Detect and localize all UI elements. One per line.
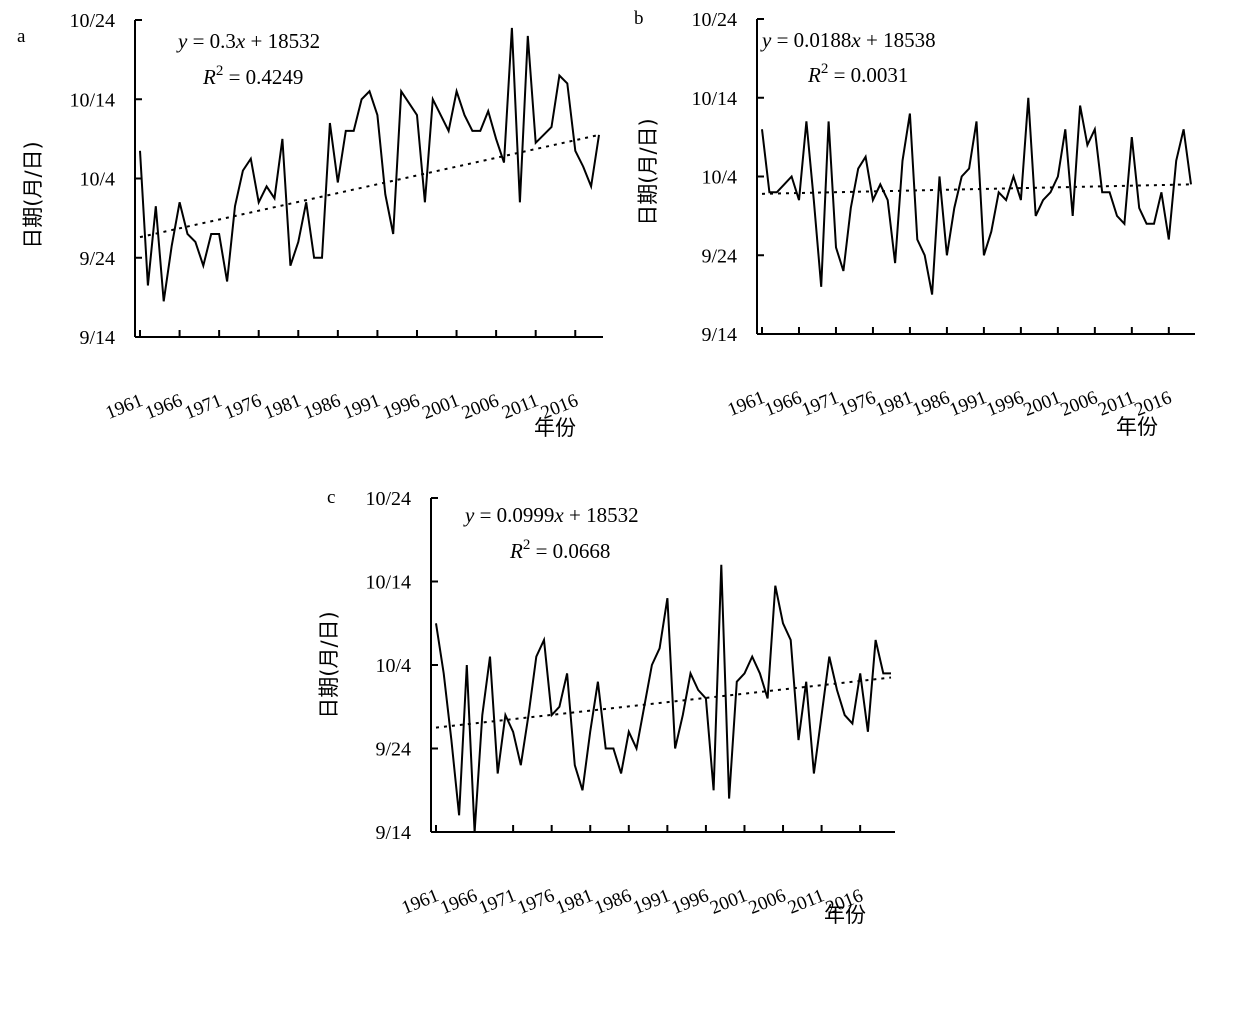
y-tick-label: 9/24	[79, 248, 115, 270]
r-symbol: R	[807, 63, 821, 87]
x-tick-label: 1981	[553, 885, 596, 919]
x-tick-label: 1986	[592, 885, 635, 919]
x-axis-title: 年份	[824, 903, 866, 927]
y-tick-label: 9/14	[375, 822, 411, 844]
equation-slope: = 0.3	[187, 29, 236, 53]
x-tick-label: 2006	[459, 390, 502, 424]
equation-lhs: y	[176, 29, 188, 53]
x-tick-label: 1971	[799, 387, 842, 421]
equation-var: x	[235, 29, 246, 53]
x-tick-label: 2006	[1058, 387, 1101, 421]
y-tick-label: 10/24	[691, 9, 737, 31]
r-value: = 0.0668	[530, 539, 610, 563]
panel-letter: a	[17, 26, 26, 47]
x-tick-label: 1986	[910, 387, 953, 421]
y-tick-label: 9/14	[701, 324, 737, 346]
x-tick-label: 1991	[340, 390, 383, 424]
equation-intercept: + 18538	[861, 28, 936, 52]
panel-c-chart: 9/149/2410/410/1410/24196119661971197619…	[317, 487, 895, 927]
x-tick-label: 2001	[419, 390, 462, 424]
x-tick-label: 1961	[399, 885, 442, 919]
x-axis-title: 年份	[1116, 415, 1158, 439]
y-tick-label: 10/14	[69, 89, 115, 111]
x-tick-label: 1961	[103, 390, 146, 424]
y-axis-title: 日期(月/日)	[636, 118, 660, 225]
x-tick-label: 1961	[725, 387, 768, 421]
r-value: = 0.0031	[828, 63, 908, 87]
x-tick-label: 1976	[836, 387, 879, 421]
regression-equation: y = 0.3x + 18532	[176, 29, 320, 53]
y-tick-label: 10/24	[365, 488, 411, 510]
y-axis-title: 日期(月/日)	[317, 611, 341, 718]
x-axis-title: 年份	[534, 416, 576, 440]
r-symbol: R	[202, 65, 216, 89]
x-tick-label: 1971	[476, 885, 519, 919]
x-tick-label: 1971	[182, 390, 225, 424]
data-series-line	[139, 27, 600, 302]
panel-letter: b	[634, 8, 644, 29]
panel-a-chart: 9/149/2410/410/1410/24196119661971197619…	[17, 10, 603, 440]
r-superscript: 2	[821, 61, 829, 77]
r-squared: R2 = 0.0668	[509, 537, 610, 563]
r-value: = 0.4249	[223, 65, 303, 89]
x-tick-label: 1981	[873, 387, 916, 421]
x-tick-label: 1966	[437, 885, 480, 919]
x-tick-label: 1991	[630, 885, 673, 919]
x-tick-label: 1981	[261, 390, 304, 424]
x-tick-label: 2006	[746, 885, 789, 919]
data-series-line	[761, 97, 1192, 295]
r-squared: R2 = 0.0031	[807, 61, 908, 87]
equation-slope: = 0.0188	[771, 28, 851, 52]
y-tick-label: 9/24	[701, 245, 737, 267]
y-tick-label: 10/14	[365, 572, 411, 594]
y-tick-label: 10/4	[701, 167, 737, 189]
y-tick-label: 10/14	[691, 88, 737, 110]
equation-intercept: + 18532	[245, 29, 320, 53]
equation-intercept: + 18532	[564, 503, 639, 527]
panel-b-chart: 9/149/2410/410/1410/24196119661971197619…	[634, 8, 1195, 439]
regression-equation: y = 0.0188x + 18538	[760, 28, 936, 52]
equation-var: x	[553, 503, 564, 527]
y-tick-label: 9/24	[375, 739, 411, 761]
r-symbol: R	[509, 539, 523, 563]
x-tick-label: 1996	[669, 885, 712, 919]
equation-slope: = 0.0999	[474, 503, 554, 527]
x-tick-label: 1966	[142, 390, 185, 424]
r-superscript: 2	[523, 537, 531, 553]
y-tick-label: 10/24	[69, 10, 115, 32]
x-tick-label: 1976	[514, 885, 557, 919]
equation-var: x	[850, 28, 861, 52]
x-tick-label: 2001	[1021, 387, 1064, 421]
data-series-line	[435, 564, 891, 833]
r-squared: R2 = 0.4249	[202, 63, 303, 89]
x-tick-label: 2011	[785, 885, 827, 918]
r-superscript: 2	[216, 63, 224, 79]
panel-letter: c	[327, 487, 335, 508]
x-tick-label: 1991	[947, 387, 990, 421]
x-tick-label: 1966	[762, 387, 805, 421]
y-tick-label: 10/4	[79, 169, 115, 191]
trend-line	[139, 133, 600, 239]
equation-lhs: y	[463, 503, 475, 527]
x-tick-label: 1986	[301, 390, 344, 424]
y-axis-title: 日期(月/日)	[21, 141, 45, 248]
y-tick-label: 9/14	[79, 327, 115, 349]
x-tick-label: 2001	[707, 885, 750, 919]
equation-lhs: y	[760, 28, 772, 52]
y-tick-label: 10/4	[375, 655, 411, 677]
x-tick-label: 1976	[221, 390, 264, 424]
x-tick-label: 1996	[984, 387, 1027, 421]
x-tick-label: 1996	[380, 390, 423, 424]
regression-equation: y = 0.0999x + 18532	[463, 503, 639, 527]
